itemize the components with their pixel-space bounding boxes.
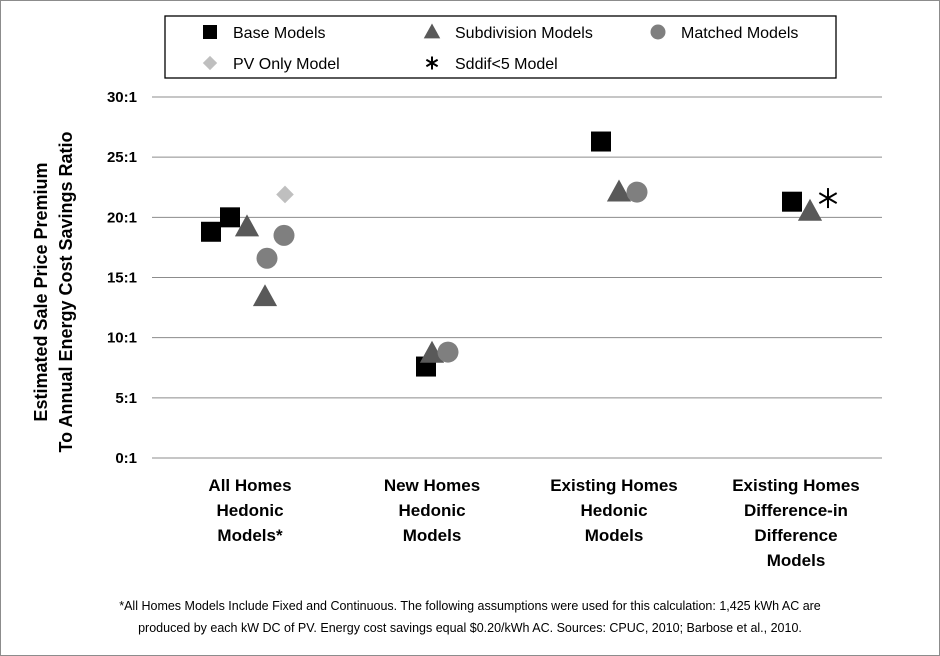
y-tick-labels: 0:1 5:1 10:1 15:1 20:1 25:1 30:1 xyxy=(107,89,137,467)
y-tick-label: 30:1 xyxy=(107,89,137,106)
category-label: All Homes xyxy=(208,476,291,495)
footnote-line-1: *All Homes Models Include Fixed and Cont… xyxy=(119,599,821,613)
category-label: Hedonic xyxy=(580,501,647,520)
category-label: Models* xyxy=(217,526,283,545)
legend-label: Subdivision Models xyxy=(455,25,593,42)
gridlines xyxy=(152,96,882,459)
point-diamond xyxy=(276,185,294,204)
category-label: Hedonic xyxy=(398,501,465,520)
point-square xyxy=(201,221,221,242)
category-label: New Homes xyxy=(384,476,480,495)
point-asterisk-stroke-2 xyxy=(818,192,838,204)
category-label: Models xyxy=(767,551,826,570)
point-circle xyxy=(273,224,295,246)
y-tick-label: 10:1 xyxy=(107,330,137,347)
point-circle xyxy=(256,247,278,269)
y-tick-label: 0:1 xyxy=(115,450,137,467)
point-triangle xyxy=(419,340,445,363)
y-tick-label: 15:1 xyxy=(107,270,137,287)
legend-marker-circle xyxy=(650,24,666,40)
point-square xyxy=(220,207,240,228)
legend-marker-asterisk-stroke-2 xyxy=(425,58,439,68)
y-tick-label: 5:1 xyxy=(115,390,137,407)
legend-label: Base Models xyxy=(233,25,326,42)
legend-box xyxy=(164,15,837,79)
legend-marker-asterisk xyxy=(425,56,439,70)
category-label: Difference-in xyxy=(744,501,848,520)
point-circle xyxy=(437,341,459,363)
category-label: Existing Homes xyxy=(550,476,678,495)
legend-marker-diamond xyxy=(202,55,218,71)
legend-label: Sddif<5 Model xyxy=(455,56,558,73)
category-label: Hedonic xyxy=(216,501,283,520)
point-triangle xyxy=(252,284,278,307)
y-axis-title-line-2: To Annual Energy Cost Savings Ratio xyxy=(56,131,76,452)
point-triangle xyxy=(797,198,823,221)
point-circle xyxy=(626,181,648,203)
point-square xyxy=(591,131,611,152)
legend-marker-triangle xyxy=(423,23,441,39)
y-tick-label: 25:1 xyxy=(107,149,137,166)
legend-label: PV Only Model xyxy=(233,56,340,73)
data-points xyxy=(201,131,838,377)
y-tick-label: 20:1 xyxy=(107,209,137,226)
point-triangle xyxy=(606,179,632,202)
legend-marker-square xyxy=(203,25,217,39)
y-axis-title-line-1: Estimated Sale Price Premium xyxy=(31,162,51,421)
category-labels: All Homes Hedonic Models* New Homes Hedonic M… xyxy=(208,476,859,570)
point-asterisk xyxy=(818,188,838,209)
category-label: Existing Homes xyxy=(732,476,860,495)
category-label: Models xyxy=(403,526,462,545)
point-square xyxy=(782,191,802,212)
footnote-line-2: produced by each kW DC of PV. Energy cos… xyxy=(138,621,802,635)
point-triangle xyxy=(234,214,260,237)
legend: Base Models Subdivision Models Matched Mod… xyxy=(202,23,798,73)
category-label: Difference xyxy=(754,526,837,545)
category-label: Models xyxy=(585,526,644,545)
legend-label: Matched Models xyxy=(681,25,798,42)
